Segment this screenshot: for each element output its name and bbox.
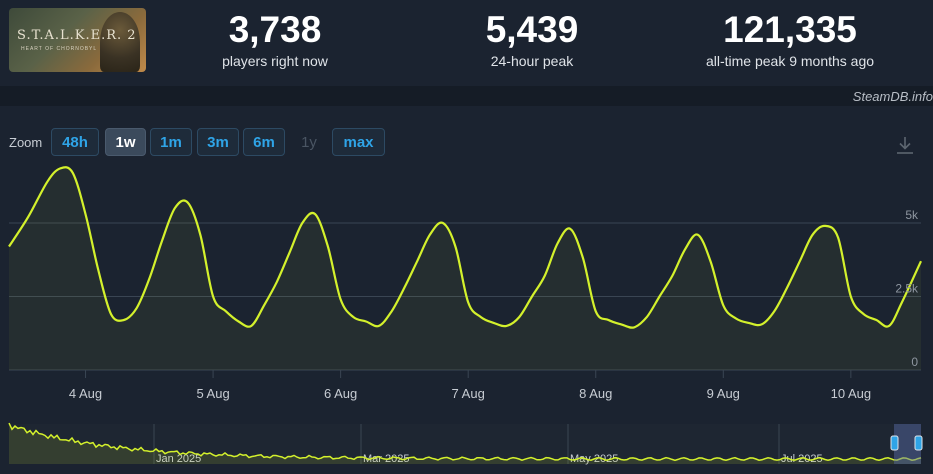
x-tick-label: 10 Aug (831, 386, 872, 401)
overview-tick-label: Jul 2025 (781, 453, 823, 465)
overview-handle[interactable] (890, 435, 899, 451)
zoom-1w-button[interactable]: 1w (105, 128, 146, 156)
game-logo-subtext: HEART OF CHORNOBYL (21, 46, 98, 52)
player-count-chart[interactable]: 4 Aug 5 Aug 6 Aug 7 Aug 8 Aug 9 Aug 10 Aug 0 2.… (0, 160, 933, 474)
x-tick-label: 5 Aug (196, 386, 229, 401)
overview-tick-label: Jan 2025 (156, 453, 201, 465)
zoom-max-button[interactable]: max (332, 128, 385, 156)
stat-value: 5,439 (485, 9, 579, 50)
overview-line (8, 422, 922, 462)
stat-label: all-time peak 9 months ago (705, 53, 875, 69)
series-line (8, 166, 922, 329)
zoom-1y-button: 1y (301, 134, 317, 151)
zoom-48h-button[interactable]: 48h (51, 128, 99, 156)
stat-value: 3,738 (228, 9, 322, 50)
zoom-1m-button[interactable]: 1m (150, 128, 192, 156)
series-area (9, 167, 921, 370)
stat-24h-peak: 5,439 24-hour peak (452, 10, 612, 70)
x-tick-label: 7 Aug (452, 386, 485, 401)
x-tick-label: 6 Aug (324, 386, 357, 401)
stalker-figure-icon (100, 12, 140, 72)
y-tick-label: 0 (911, 355, 918, 369)
y-tick-label: 5k (905, 208, 919, 222)
stat-label: players right now (222, 53, 328, 69)
x-tick-label: 8 Aug (579, 386, 612, 401)
stat-value: 121,335 (723, 9, 857, 50)
zoom-3m-button[interactable]: 3m (197, 128, 239, 156)
divider-band (0, 86, 933, 106)
game-thumbnail[interactable]: S.T.A.L.K.E.R. 2 HEART OF CHORNOBYL (9, 8, 146, 72)
x-tick-label: 9 Aug (707, 386, 740, 401)
stat-label: 24-hour peak (490, 53, 574, 69)
stat-players-now: 3,738 players right now (195, 10, 355, 70)
brand-watermark[interactable]: SteamDB.info (852, 89, 933, 104)
stats-header: S.T.A.L.K.E.R. 2 HEART OF CHORNOBYL 3,73… (0, 0, 933, 86)
x-tick-label: 4 Aug (69, 386, 102, 401)
zoom-6m-button[interactable]: 6m (243, 128, 285, 156)
stat-all-time-peak: 121,335 all-time peak 9 months ago (680, 10, 900, 70)
y-tick-label: 2.5k (895, 281, 919, 295)
download-icon[interactable] (894, 134, 916, 156)
overview-handle[interactable] (914, 435, 923, 451)
zoom-label: Zoom (9, 135, 43, 150)
game-logo-text: S.T.A.L.K.E.R. 2 (17, 28, 137, 43)
